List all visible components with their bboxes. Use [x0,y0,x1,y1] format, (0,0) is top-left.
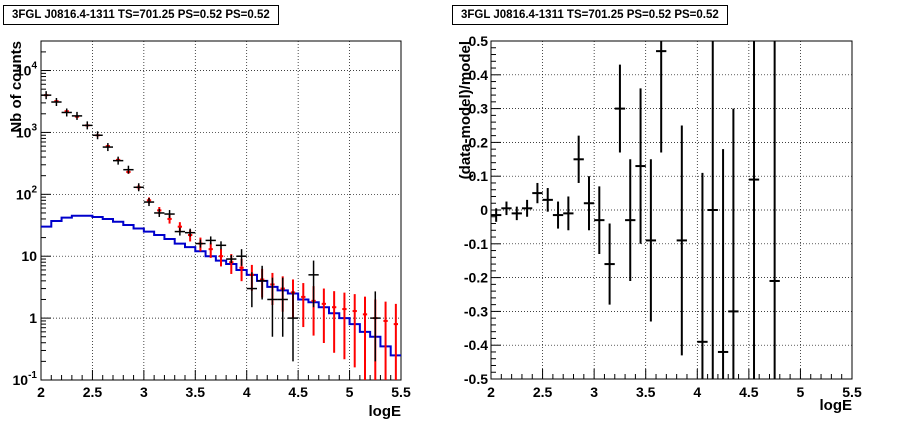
left-x-tick-label: 5.5 [391,384,411,400]
right-y-tick-label: 0 [480,202,488,218]
left-x-tick-label: 2 [37,384,45,400]
right-y-axis-title: (data-model)/model [457,41,474,179]
right-x-tick-label: 3.5 [636,384,656,400]
right-x-tick-label: 5 [797,384,805,400]
right-chart-title: 3FGL J0816.4-1311 TS=701.25 PS=0.52 PS=0… [452,5,728,25]
left-y-tick-label: 1 [29,310,37,326]
right-x-tick-label: 2.5 [533,384,553,400]
right-y-tick-label: -0.1 [464,236,488,252]
right-x-axis-title: logE [820,397,853,414]
left-x-tick-label: 2.5 [83,384,103,400]
right-y-tick-label: 0.5 [469,33,489,49]
model-source-line [41,214,401,357]
right-y-tick-label: 0.1 [469,168,489,184]
left-x-tick-label: 5 [346,384,354,400]
right-y-tick-label: -0.5 [464,371,488,387]
right-y-tick-label: -0.2 [464,270,488,286]
left-chart-title: 3FGL J0816.4-1311 TS=701.25 PS=0.52 PS=0… [3,5,279,25]
right-x-tick-label: 4.5 [739,384,759,400]
left-x-tick-label: 4.5 [288,384,308,400]
left-x-tick-label: 3 [140,384,148,400]
left-x-tick-label: 4 [243,384,251,400]
left-x-tick-label: 3.5 [186,384,206,400]
right-x-tick-label: 5.5 [842,384,862,400]
right-x-tick-label: 4 [693,384,701,400]
left-plot-frame [40,40,402,381]
right-x-tick-label: 2 [487,384,495,400]
right-y-tick-label: 0.2 [469,134,489,150]
left-y-tick-label: 104 [16,61,38,79]
left-y-tick-label: 10 [21,248,37,264]
left-y-tick-label: 103 [16,122,38,140]
left-y-tick-label: 10-1 [13,370,38,388]
right-x-tick-label: 3 [590,384,598,400]
left-y-axis-title: Nb of counts [8,41,25,133]
left-x-axis-title: logE [369,403,402,420]
left-y-tick-label: 102 [16,184,38,202]
right-y-tick-label: -0.4 [464,337,488,353]
right-y-tick-label: -0.3 [464,303,488,319]
right-y-tick-label: 0.4 [469,67,489,83]
right-y-tick-label: 0.3 [469,101,489,117]
